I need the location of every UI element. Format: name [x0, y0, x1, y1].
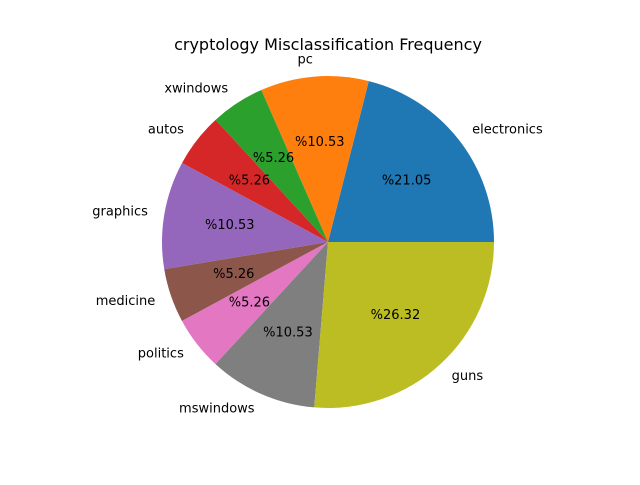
pie-slice-graphics — [161, 162, 328, 270]
pie-slices — [161, 75, 494, 408]
slice-label-electronics: electronics — [472, 122, 543, 137]
slice-labels: electronics pc xwindows autos graphics medici… — [92, 53, 543, 417]
pie-slice-pc — [261, 75, 369, 242]
slice-label-guns: guns — [452, 369, 484, 384]
slice-label-pc: pc — [298, 53, 313, 68]
pie-slice-medicine — [164, 242, 328, 321]
slice-label-autos: autos — [148, 122, 184, 137]
slice-percent-autos: %5.26 — [229, 173, 270, 188]
slice-label-mswindows: mswindows — [179, 402, 255, 417]
slice-percent-pc: %10.53 — [295, 135, 345, 150]
slice-percent-electronics: %21.05 — [382, 173, 432, 188]
slice-label-politics: politics — [138, 347, 184, 362]
pie-slice-mswindows — [215, 242, 328, 408]
slice-label-medicine: medicine — [96, 294, 156, 309]
slice-percent-medicine: %5.26 — [213, 267, 254, 282]
slice-percent-xwindows: %5.26 — [253, 151, 294, 166]
slice-label-xwindows: xwindows — [164, 82, 228, 97]
chart-title: cryptology Misclassification Frequency — [174, 35, 482, 54]
slice-percent-guns: %26.32 — [371, 308, 421, 323]
pie-slice-politics — [181, 242, 328, 365]
pie-slice-xwindows — [215, 89, 328, 242]
slice-percent-politics: %5.26 — [229, 296, 270, 311]
pie-slice-electronics — [328, 81, 494, 242]
pie-slice-autos — [182, 119, 328, 242]
slice-percent-graphics: %10.53 — [205, 218, 255, 233]
pie-slice-guns — [314, 242, 494, 408]
slice-label-graphics: graphics — [92, 204, 148, 219]
slice-percent-labels: %21.05%10.53%5.26%5.26%10.53%5.26%5.26%1… — [205, 135, 431, 340]
slice-percent-mswindows: %10.53 — [263, 326, 313, 341]
